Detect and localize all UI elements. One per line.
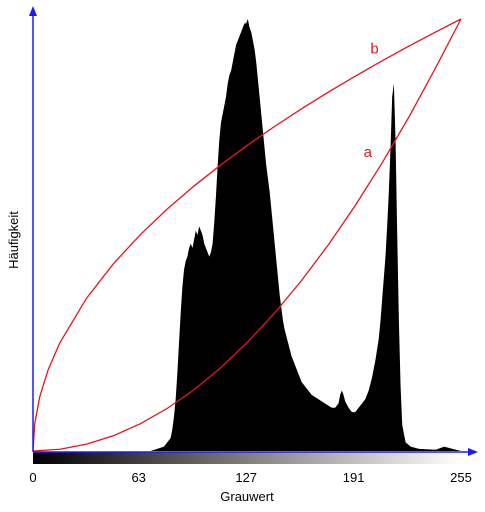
curve-a xyxy=(32,18,462,452)
y-axis-arrow xyxy=(29,6,37,16)
curve-layer xyxy=(32,18,462,452)
histogram-area xyxy=(33,19,461,451)
x-tick-label-0: 0 xyxy=(29,470,36,485)
x-tick-label-255: 255 xyxy=(450,470,472,485)
curve-b xyxy=(32,18,462,452)
curve-label-b: b xyxy=(370,41,378,58)
x-tick-labels: 0 63 127 191 255 xyxy=(29,470,471,485)
x-axis-title: Grauwert xyxy=(220,489,274,504)
x-tick-label-191: 191 xyxy=(343,470,365,485)
x-axis-arrow xyxy=(468,448,478,456)
curve-label-a: a xyxy=(364,144,373,161)
grayscale-ramp xyxy=(33,452,461,464)
x-tick-label-63: 63 xyxy=(131,470,145,485)
histogram-layer xyxy=(33,19,461,451)
curve-labels: ab xyxy=(364,41,379,162)
y-axis-title: Häufigkeit xyxy=(6,211,21,269)
x-tick-label-127: 127 xyxy=(235,470,257,485)
